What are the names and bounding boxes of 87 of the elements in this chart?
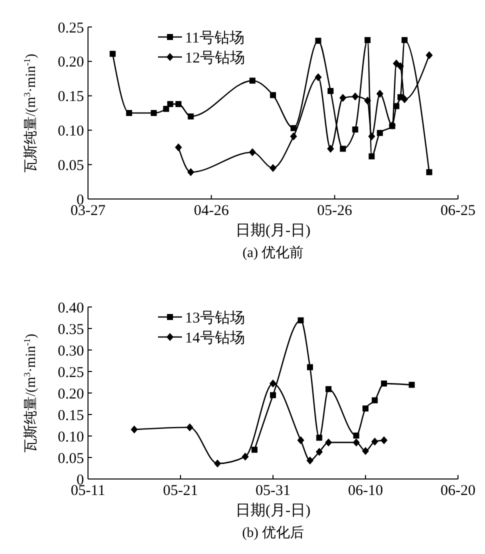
legend-label: 13号钻场 bbox=[185, 309, 245, 326]
point bbox=[252, 446, 258, 453]
legend-label: 11号钻场 bbox=[185, 29, 244, 46]
point bbox=[186, 423, 194, 432]
point bbox=[376, 130, 383, 136]
text: (a) 优化前 bbox=[242, 245, 304, 261]
point bbox=[297, 436, 304, 444]
point bbox=[327, 144, 334, 153]
point bbox=[380, 436, 388, 444]
point bbox=[426, 169, 432, 176]
point bbox=[307, 364, 313, 370]
point bbox=[315, 38, 322, 44]
point bbox=[396, 62, 404, 70]
x-tick-label: 06-25 bbox=[440, 203, 476, 219]
y-tick-label: 0.40 bbox=[58, 300, 84, 316]
point bbox=[110, 50, 116, 57]
point bbox=[364, 37, 371, 44]
x-tick-label: 05-21 bbox=[163, 483, 198, 499]
point bbox=[270, 92, 276, 98]
point bbox=[130, 426, 138, 434]
point bbox=[187, 168, 194, 176]
point bbox=[368, 153, 375, 160]
point bbox=[290, 125, 297, 132]
point bbox=[362, 447, 369, 456]
point bbox=[401, 95, 408, 104]
point bbox=[362, 405, 368, 412]
point bbox=[306, 456, 314, 465]
point bbox=[316, 434, 322, 441]
point bbox=[126, 110, 132, 116]
point bbox=[326, 386, 332, 392]
x-axis-title: 日期(月-日) bbox=[236, 502, 310, 519]
legend-label: 14号钻场 bbox=[185, 329, 245, 346]
point bbox=[402, 37, 408, 44]
x-tick-label: 05-26 bbox=[317, 203, 353, 219]
legend-label: 12号钻场 bbox=[185, 49, 245, 66]
point bbox=[352, 438, 360, 446]
y-tick-label: 0.05 bbox=[58, 450, 84, 467]
point bbox=[328, 88, 334, 94]
y-tick-label: 0.30 bbox=[58, 343, 84, 360]
x-tick-label: 05-31 bbox=[256, 483, 290, 499]
point bbox=[175, 101, 182, 108]
text: (b) 优化后 bbox=[242, 525, 304, 541]
x-tick-label: 06-10 bbox=[348, 483, 383, 499]
point bbox=[426, 51, 433, 60]
point bbox=[150, 110, 157, 116]
point bbox=[340, 146, 346, 152]
point bbox=[188, 113, 194, 120]
point bbox=[248, 148, 256, 156]
x-axis-title: 日期(月-日) bbox=[236, 222, 310, 239]
point bbox=[270, 380, 276, 388]
y-tick-label: 0.15 bbox=[58, 408, 84, 424]
point bbox=[353, 432, 360, 439]
point bbox=[214, 460, 221, 468]
point bbox=[290, 132, 298, 140]
point bbox=[371, 438, 378, 446]
point bbox=[316, 448, 323, 456]
point bbox=[352, 126, 358, 133]
x-tick-label: 04-26 bbox=[194, 203, 230, 219]
y-tick-label: 0.10 bbox=[58, 123, 84, 140]
point bbox=[352, 92, 359, 100]
y-tick-label: 0.10 bbox=[58, 429, 84, 446]
point bbox=[325, 438, 332, 446]
point bbox=[298, 317, 304, 324]
point bbox=[270, 392, 276, 398]
point bbox=[163, 106, 170, 112]
point bbox=[174, 143, 182, 152]
y-tick-label: 0.20 bbox=[58, 54, 84, 71]
y-tick-label: 0.15 bbox=[58, 89, 84, 106]
point bbox=[372, 397, 378, 404]
point bbox=[381, 380, 387, 387]
point bbox=[314, 73, 322, 82]
point bbox=[339, 94, 346, 102]
point bbox=[249, 78, 256, 84]
y-tick-label: 0.20 bbox=[58, 386, 84, 402]
y-tick-label: 0.05 bbox=[58, 158, 84, 174]
y-tick-label: 0.35 bbox=[58, 322, 84, 338]
point bbox=[167, 101, 174, 108]
point bbox=[364, 96, 372, 105]
point bbox=[392, 59, 400, 68]
y-tick-label: 0.25 bbox=[58, 20, 84, 36]
point bbox=[242, 452, 249, 461]
point bbox=[270, 164, 276, 172]
point bbox=[368, 132, 376, 140]
y-tick-label: 0.25 bbox=[58, 364, 84, 381]
point bbox=[408, 382, 415, 388]
x-tick-label: 06-20 bbox=[440, 483, 476, 499]
point bbox=[376, 90, 384, 98]
